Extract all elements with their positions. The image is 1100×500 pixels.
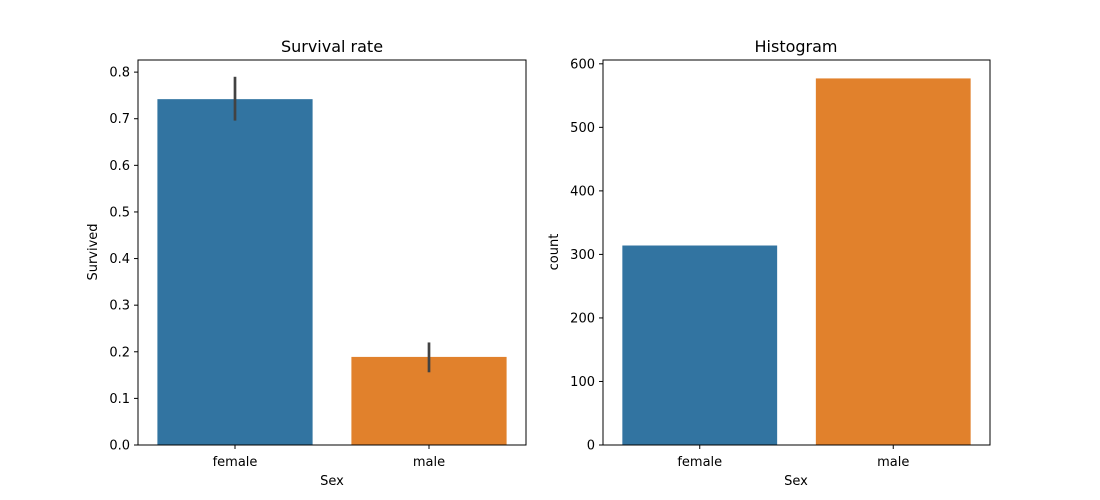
x-axis-label: Sex — [320, 474, 344, 489]
bar-female — [622, 245, 778, 445]
y-tick-label: 0.8 — [109, 66, 130, 81]
y-tick-label: 0.0 — [109, 439, 130, 454]
x-tick-label-male: male — [877, 455, 909, 470]
x-tick-label-male: male — [413, 455, 445, 470]
x-tick-label-female: female — [213, 455, 258, 470]
x-tick-label-female: female — [677, 455, 722, 470]
bar-female — [157, 99, 313, 446]
y-tick-label: 0.6 — [109, 159, 130, 174]
plot-frame — [602, 59, 991, 446]
y-tick-label: 300 — [570, 248, 595, 263]
x-axis-label: Sex — [784, 474, 808, 489]
y-tick-label: 600 — [570, 57, 595, 72]
y-tick-label: 200 — [570, 311, 595, 326]
chart-title: Survival rate — [281, 37, 383, 56]
y-tick-label: 500 — [570, 121, 595, 136]
chart-title: Histogram — [755, 37, 838, 56]
histogram-chart: Histogram Sex count female male 0 100 200 300… — [547, 37, 991, 489]
plot-frame — [137, 59, 527, 446]
y-tick-label: 0 — [587, 439, 595, 454]
y-axis-label: count — [547, 234, 562, 271]
y-tick-label: 400 — [570, 184, 595, 199]
y-tick-label: 0.1 — [109, 392, 130, 407]
y-tick-label: 100 — [570, 375, 595, 390]
bar-male — [815, 78, 971, 445]
y-tick-label: 0.5 — [109, 205, 130, 220]
y-tick-label: 0.7 — [109, 112, 130, 127]
y-tick-label: 0.4 — [109, 252, 130, 267]
y-axis-label: Survived — [86, 223, 101, 280]
y-tick-label: 0.3 — [109, 299, 130, 314]
y-tick-label: 0.2 — [109, 345, 130, 360]
survival-rate-chart: Survival rate Sex Survived female male 0.0… — [86, 37, 527, 489]
